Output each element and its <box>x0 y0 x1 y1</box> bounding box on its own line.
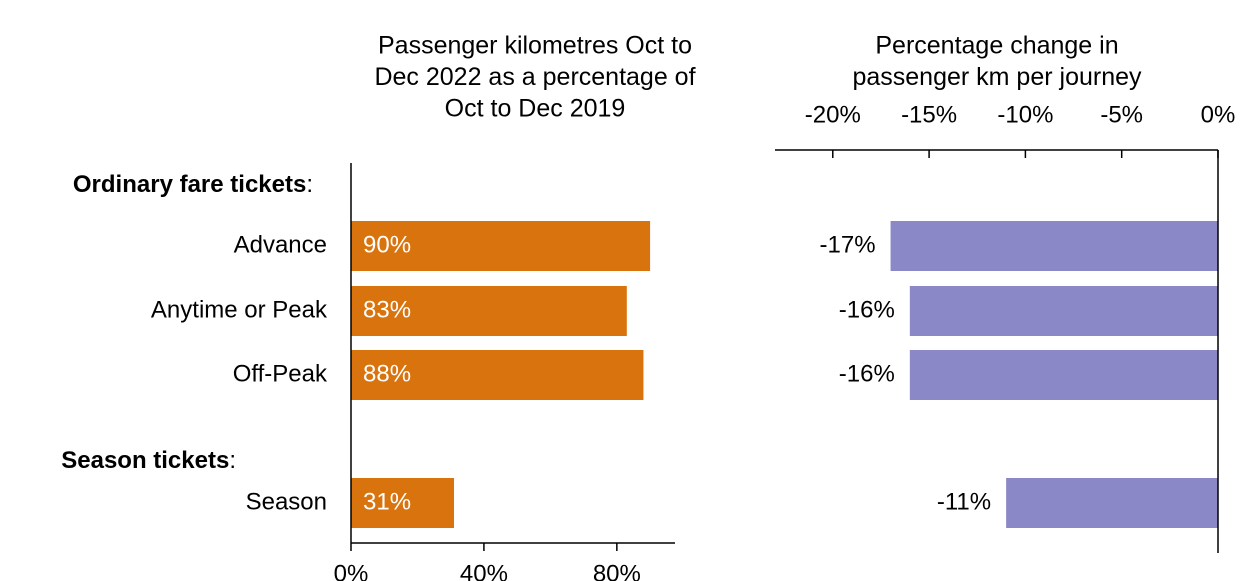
chart-title: Percentage change in <box>875 32 1118 60</box>
category-label: Season <box>246 488 327 515</box>
x-tick-label: 0% <box>1201 101 1236 128</box>
value-label: -11% <box>937 488 991 515</box>
chart-title: Passenger kilometres Oct to <box>378 32 692 60</box>
group-name: Season tickets <box>61 447 229 474</box>
category-label: Advance <box>234 231 327 258</box>
x-tick-label: -5% <box>1100 101 1143 128</box>
bar <box>1006 478 1218 528</box>
bar <box>351 478 455 528</box>
x-tick-label: -15% <box>901 101 957 128</box>
chart-title: passenger km per journey <box>852 63 1142 91</box>
group-punctuation: : <box>229 447 236 474</box>
category-label: Anytime or Peak <box>151 296 328 323</box>
bar <box>351 350 644 400</box>
value-label: -16% <box>839 296 895 323</box>
bar <box>351 221 651 271</box>
value-label: 83% <box>363 296 411 323</box>
bar <box>909 286 1218 336</box>
chart-title: Oct to Dec 2019 <box>445 95 626 123</box>
x-tick-label: -20% <box>805 101 861 128</box>
bar <box>351 286 627 336</box>
x-tick-label: 40% <box>460 560 508 581</box>
group-punctuation: : <box>306 171 313 198</box>
value-label: 88% <box>363 360 411 387</box>
value-label: -16% <box>839 360 895 387</box>
value-label: 90% <box>363 231 411 258</box>
x-tick-label: -10% <box>997 101 1053 128</box>
group-name: Ordinary fare tickets <box>73 171 306 198</box>
value-label: -17% <box>820 231 876 258</box>
value-label: 31% <box>363 488 411 515</box>
x-tick-label: 0% <box>334 560 369 581</box>
bar <box>909 350 1218 400</box>
group-label: Season tickets: <box>61 447 236 474</box>
bar <box>890 221 1218 271</box>
group-label: Ordinary fare tickets: <box>73 171 313 198</box>
category-label: Off-Peak <box>233 360 328 387</box>
x-tick-label: 80% <box>593 560 641 581</box>
chart-title: Dec 2022 as a percentage of <box>374 63 695 91</box>
